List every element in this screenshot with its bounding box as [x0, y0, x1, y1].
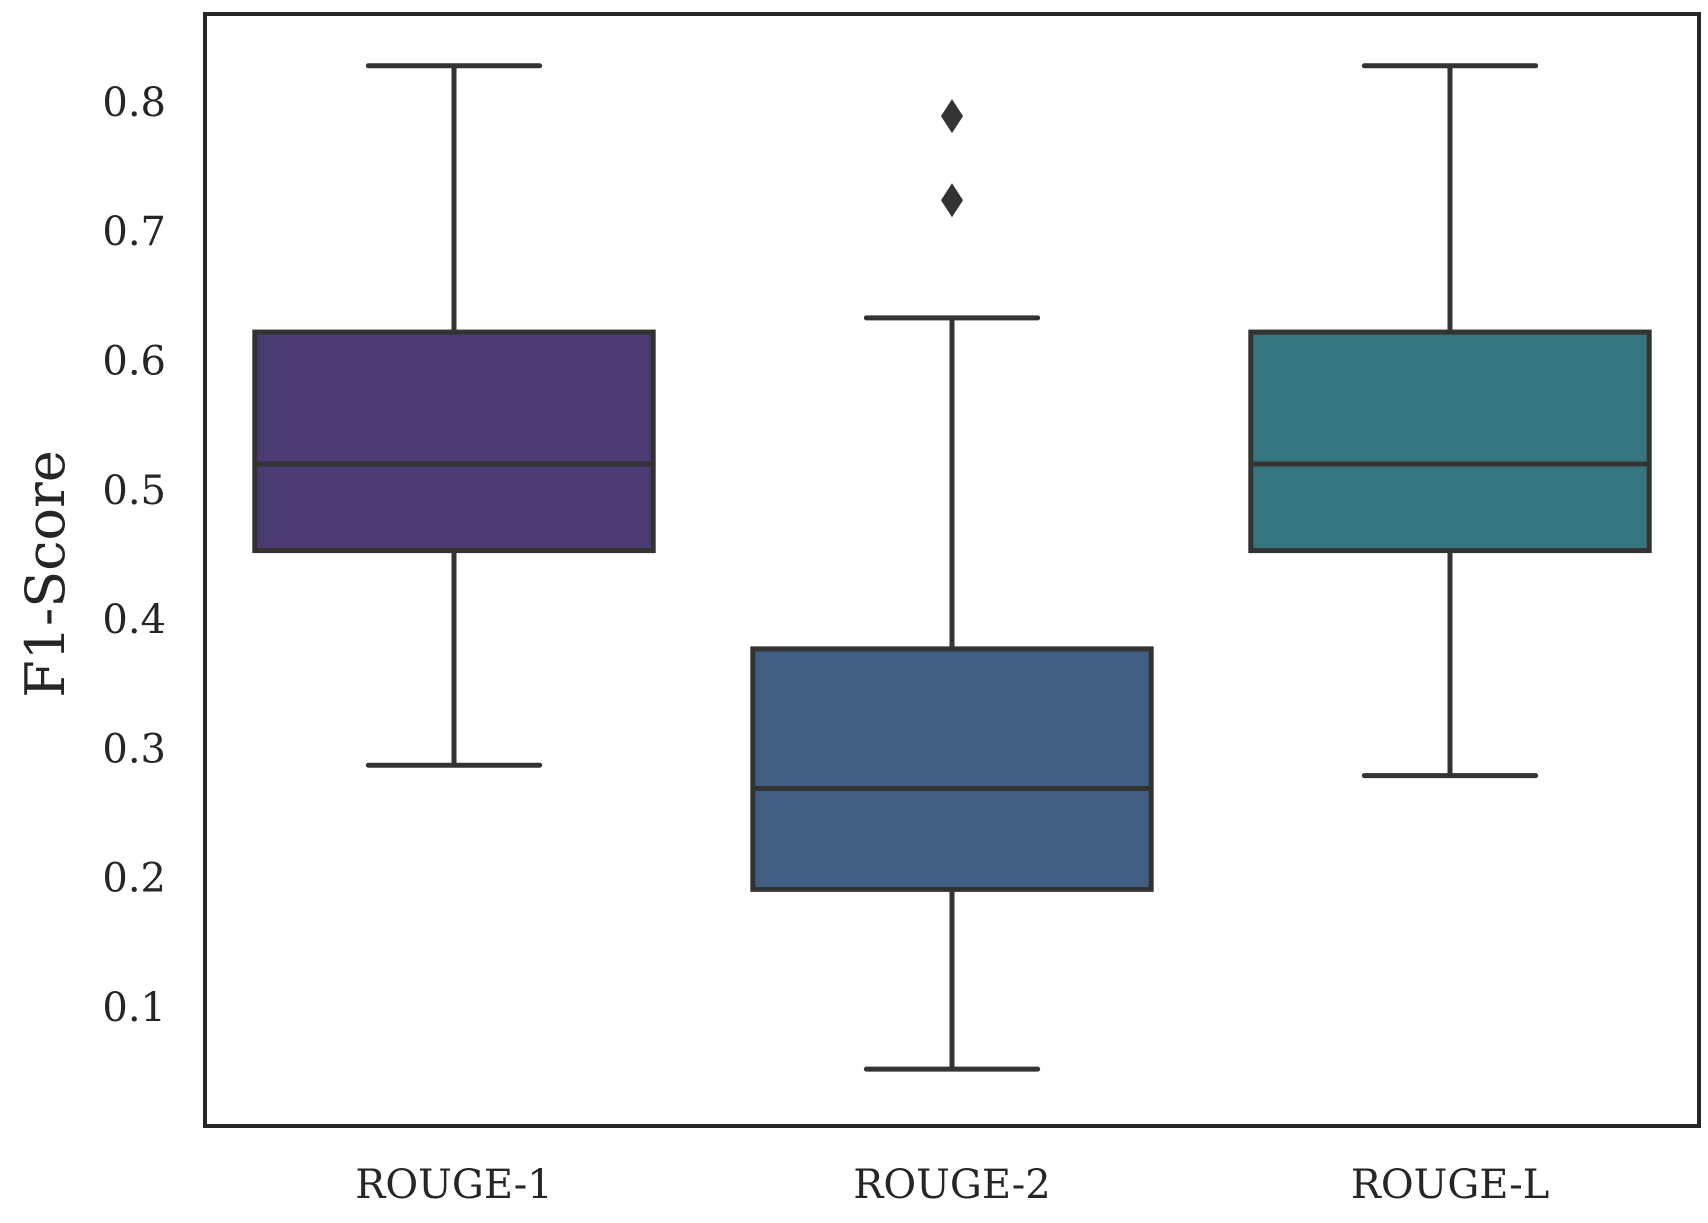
- y-tick-label: 0.1: [102, 985, 166, 1031]
- x-tick-label: ROUGE-2: [853, 1162, 1050, 1208]
- box-rouge-l: [1248, 329, 1652, 554]
- y-tick-label: 0.5: [102, 468, 166, 514]
- x-tick-label: ROUGE-L: [1351, 1162, 1550, 1208]
- y-tick-label: 0.2: [102, 856, 166, 902]
- x-axis-ticks: ROUGE-1 ROUGE-2 ROUGE-L: [355, 1162, 1549, 1208]
- boxes-layer: [252, 63, 1652, 1072]
- box-rouge-2: [750, 646, 1154, 892]
- outlier-point-rouge-2: [941, 183, 963, 218]
- x-tick-label: ROUGE-1: [355, 1162, 552, 1208]
- box-rouge-1: [252, 329, 656, 554]
- y-tick-label: 0.8: [102, 80, 166, 126]
- outlier-point-rouge-2: [941, 99, 963, 134]
- y-axis-ticks: 0.1 0.2 0.3 0.4 0.5 0.6 0.7 0.8: [102, 80, 166, 1031]
- y-axis-label: F1-Score: [14, 450, 77, 698]
- y-tick-label: 0.7: [102, 209, 166, 255]
- box-group-rouge-l: [1248, 63, 1652, 779]
- box-group-rouge-1: [252, 63, 656, 768]
- y-tick-label: 0.6: [102, 339, 166, 385]
- plot-frame: [203, 12, 1701, 1128]
- y-tick-label: 0.4: [102, 597, 166, 643]
- y-tick-label: 0.3: [102, 726, 166, 772]
- box-group-rouge-2: [750, 99, 1154, 1072]
